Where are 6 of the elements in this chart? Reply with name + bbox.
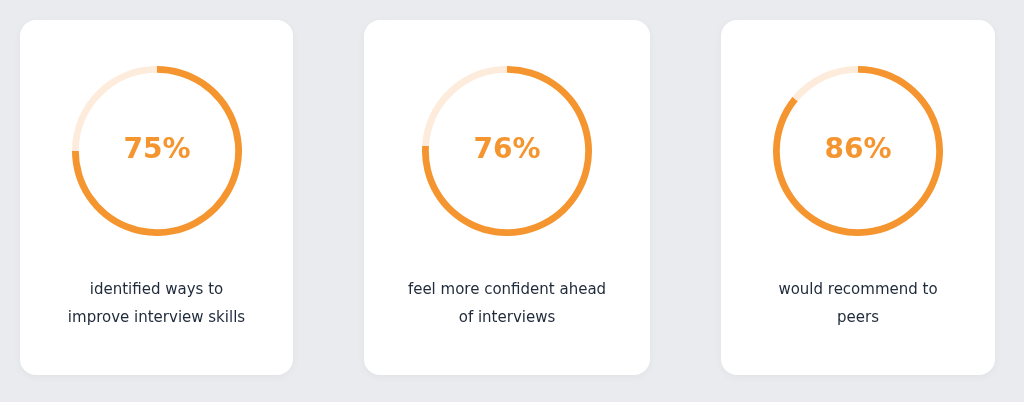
- data-label: 86%: [824, 132, 892, 166]
- data-label: 75%: [122, 132, 191, 166]
- text: feel more confident ahead of interviews: [406, 279, 608, 328]
- text: would recommend to peers: [777, 279, 939, 328]
- text: identified ways to improve interview skills: [66, 279, 247, 328]
- data-label: 76%: [473, 132, 541, 166]
